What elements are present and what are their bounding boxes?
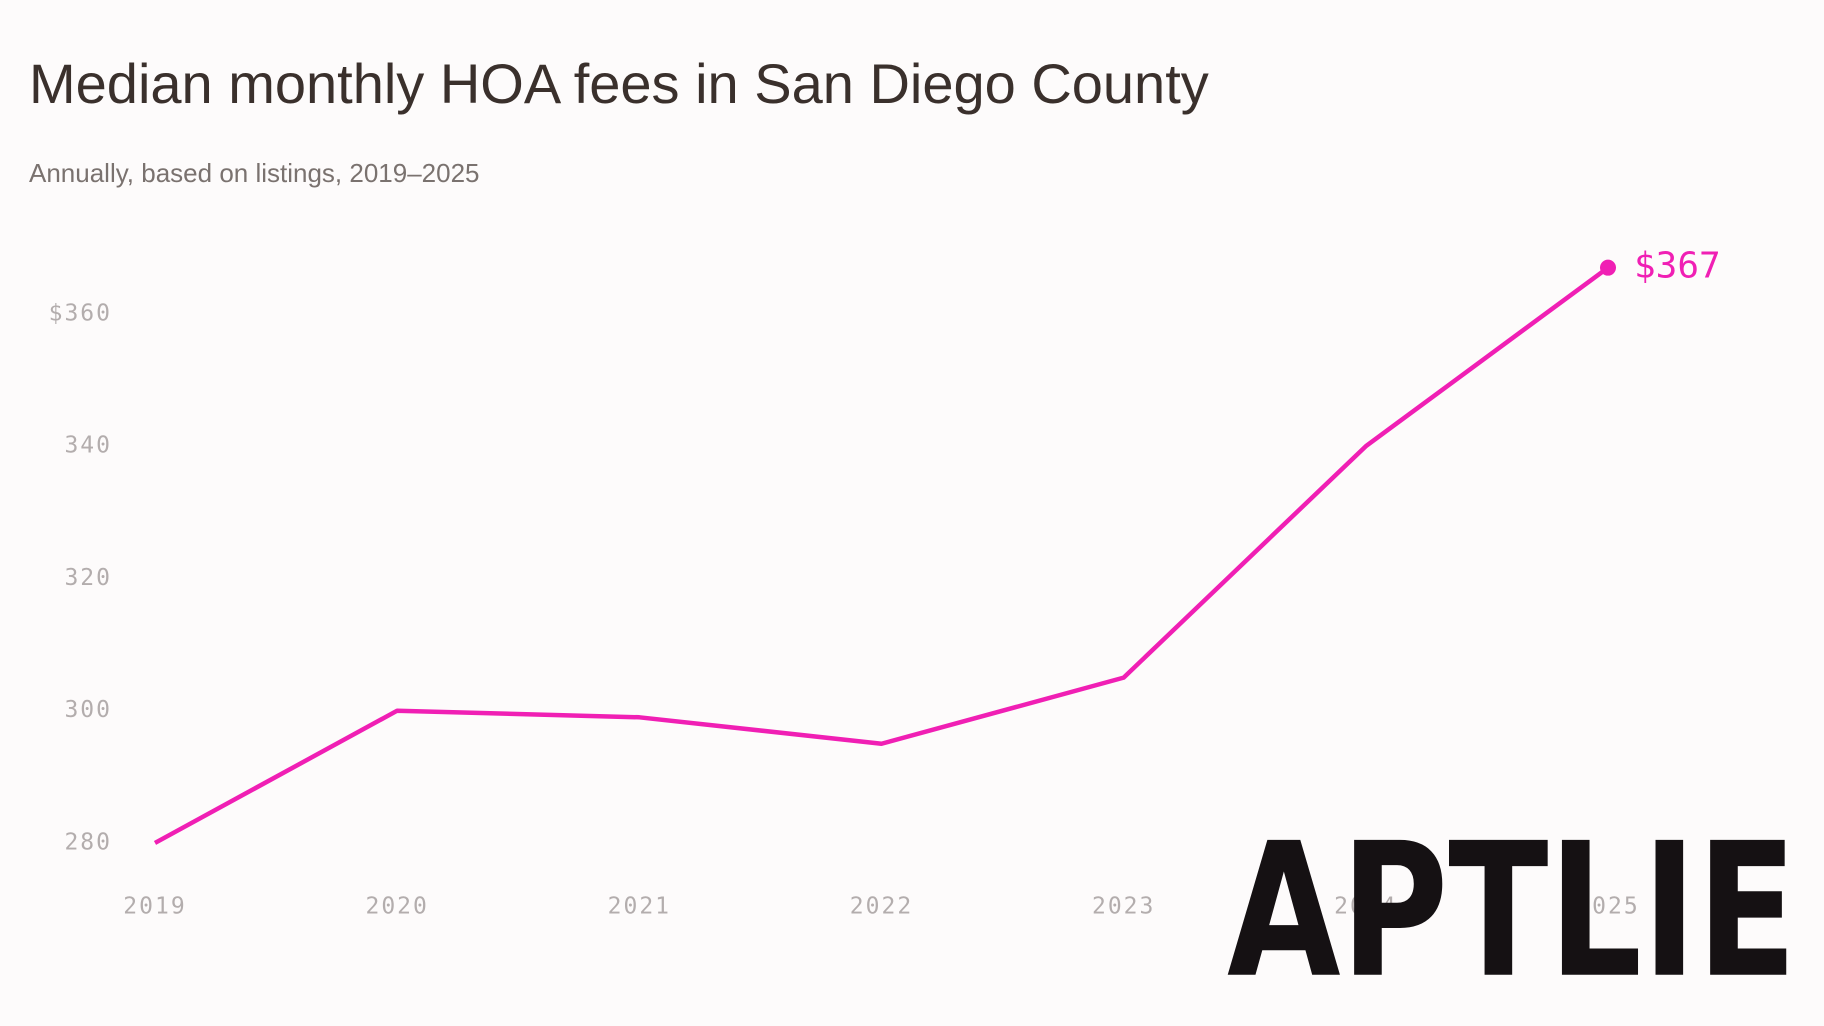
y-tick-label: 340 (64, 433, 112, 459)
end-dot (1600, 259, 1616, 276)
chart-subtitle: Annually, based on listings, 2019–2025 (29, 158, 480, 188)
y-tick-label: 300 (64, 697, 112, 723)
line (153, 265, 1610, 845)
y-tick-label: 320 (64, 565, 112, 591)
value-label: $367 (1634, 246, 1721, 287)
chart-title: Median monthly HOA fees in San Diego Cou… (29, 52, 1209, 115)
x-tick-label: 2020 (365, 894, 428, 920)
x-tick-label: 2022 (850, 894, 913, 920)
x-tick-label: 2023 (1092, 894, 1155, 920)
watermark: APTLIE (1227, 803, 1797, 1019)
y-tick-label: 280 (64, 829, 112, 855)
y-tick-label: $360 (49, 300, 112, 326)
x-tick-label: 2024 (1334, 894, 1397, 920)
x-tick-label: 2019 (123, 894, 186, 920)
x-tick-label: 2025 (1576, 894, 1639, 920)
x-tick-label: 2021 (608, 894, 671, 920)
